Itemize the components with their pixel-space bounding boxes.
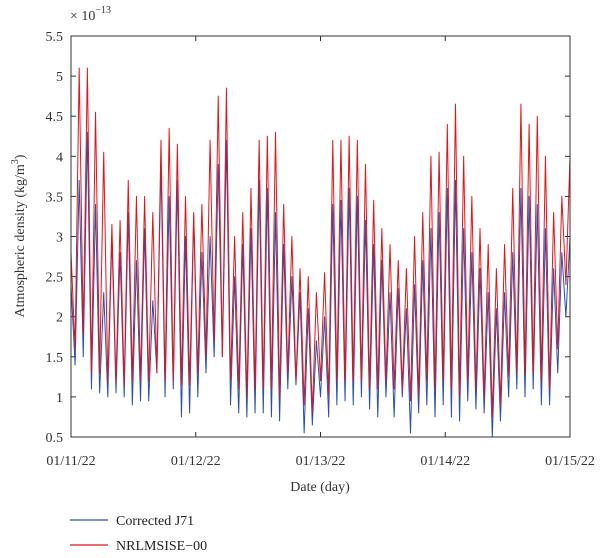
- y-axis-title: Atmospheric density (kg/m3): [10, 154, 28, 317]
- y-tick-label: 3: [56, 231, 63, 246]
- x-tick-label: 01/14/22: [420, 454, 470, 469]
- y-axis-title-sup: 3: [10, 159, 21, 164]
- y-multiplier-base: × 10: [70, 9, 95, 24]
- series-line-nrlmsise-00: [70, 67, 571, 418]
- y-tick-label: 5.5: [46, 30, 64, 45]
- legend: Corrected J71 NRLMSISE−00: [70, 514, 207, 554]
- x-axis-title: Date (day): [290, 480, 350, 495]
- y-multiplier-exp: −13: [95, 5, 111, 16]
- plot-frame: [70, 35, 571, 438]
- y-multiplier: × 10−13: [70, 5, 111, 24]
- y-tick-label: 3.5: [46, 190, 64, 205]
- y-tick-label: 1.5: [46, 351, 64, 366]
- y-tick-label: 2.5: [46, 271, 64, 286]
- y-tick-label: 4: [56, 150, 63, 165]
- y-tick-label: 5: [56, 70, 63, 85]
- legend-label-corrected-j71: Corrected J71: [116, 514, 194, 529]
- legend-label-nrlmsise-00: NRLMSISE−00: [116, 539, 207, 554]
- y-tick-label: 4.5: [46, 110, 64, 125]
- y-tick-label: 0.5: [46, 431, 64, 446]
- x-tick-label: 01/15/22: [545, 454, 595, 469]
- x-tick-label: 01/13/22: [296, 454, 346, 469]
- y-axis-title-end: ): [13, 154, 28, 159]
- series-line-corrected-j71: [70, 131, 571, 438]
- x-tick-label: 01/12/22: [171, 454, 221, 469]
- y-tick-label: 1: [56, 391, 63, 406]
- x-tick-label: 01/11/22: [46, 454, 95, 469]
- series-lines: [70, 67, 571, 438]
- y-axis-title-main: Atmospheric density (kg/m: [13, 164, 28, 317]
- x-axis-ticks: 01/11/22 01/12/22 01/13/22 01/14/22 01/15/22: [46, 36, 595, 469]
- y-tick-label: 2: [56, 311, 63, 326]
